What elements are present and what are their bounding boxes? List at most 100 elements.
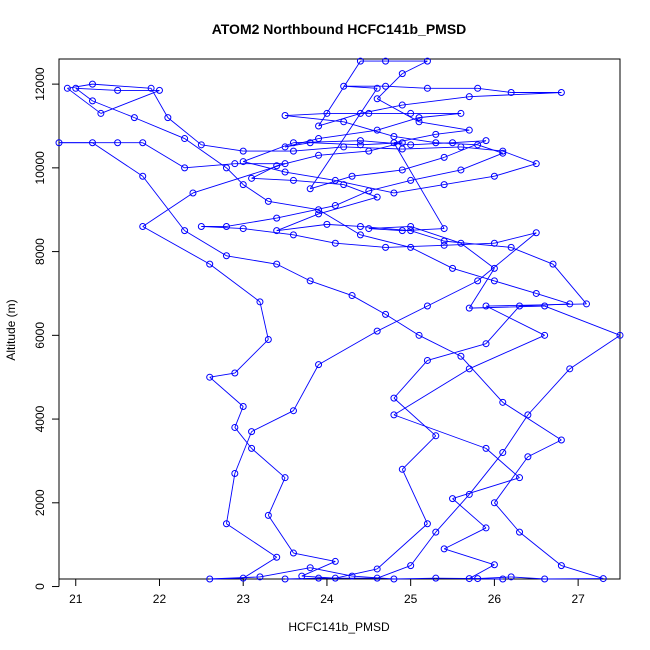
- series-segment: [142, 175, 185, 231]
- data-point: [222, 520, 230, 528]
- series-segment: [402, 146, 461, 150]
- series-segment: [310, 142, 361, 146]
- data-point: [289, 231, 297, 239]
- series-segment: [494, 232, 537, 244]
- data-point: [440, 225, 448, 233]
- x-tick-label: 25: [404, 592, 418, 606]
- data-point: [566, 300, 574, 308]
- series-segment: [376, 305, 428, 332]
- series-segment: [544, 305, 621, 336]
- data-point: [398, 145, 406, 153]
- data-point: [356, 231, 364, 239]
- series-segment: [134, 117, 185, 139]
- data-point: [490, 561, 498, 569]
- data-point: [289, 549, 297, 557]
- series-segment: [251, 448, 286, 479]
- series-segment: [469, 92, 562, 98]
- series-segment: [318, 60, 361, 127]
- series-segment: [226, 255, 277, 265]
- data-point: [239, 574, 247, 582]
- data-point: [181, 227, 189, 235]
- series-segment: [335, 568, 378, 579]
- series-segment: [519, 531, 562, 566]
- data-point: [264, 336, 272, 344]
- data-series: [55, 57, 624, 583]
- data-point: [340, 118, 348, 126]
- data-point: [231, 469, 239, 477]
- series-segment: [468, 268, 495, 309]
- series-segment: [527, 439, 562, 458]
- series-segment: [385, 314, 420, 336]
- data-point: [88, 139, 96, 147]
- series-segment: [469, 334, 545, 370]
- x-tick-label: 27: [571, 592, 585, 606]
- data-point: [181, 135, 189, 143]
- series-segment: [485, 305, 520, 345]
- data-point: [440, 181, 448, 189]
- series-segment: [552, 263, 587, 305]
- data-point: [390, 411, 398, 419]
- series-segment: [343, 146, 403, 150]
- data-point: [281, 143, 289, 151]
- series-segment: [251, 177, 294, 181]
- x-tick-label: 24: [320, 592, 334, 606]
- series-segment: [351, 295, 386, 315]
- data-point: [465, 304, 473, 312]
- data-point: [415, 114, 423, 122]
- data-point: [139, 222, 147, 230]
- data-point: [532, 160, 540, 168]
- series-segment: [502, 150, 537, 165]
- data-point: [415, 331, 423, 339]
- data-point: [63, 84, 71, 92]
- series-segment: [494, 502, 520, 533]
- data-point: [557, 562, 565, 570]
- series-segment: [502, 414, 529, 453]
- series-segment: [318, 196, 378, 215]
- series-segment: [285, 171, 336, 181]
- series-segment: [393, 136, 436, 144]
- data-point: [482, 302, 490, 310]
- series-segment: [226, 217, 277, 227]
- data-point: [130, 114, 138, 122]
- data-point: [181, 164, 189, 172]
- series-segment: [343, 184, 378, 198]
- data-point: [356, 137, 364, 145]
- data-point: [373, 327, 381, 335]
- series-segment: [75, 87, 118, 91]
- data-point: [331, 239, 339, 247]
- series-segment: [293, 140, 361, 144]
- data-point: [365, 187, 373, 195]
- series-segment: [485, 448, 520, 479]
- data-point: [457, 109, 465, 117]
- data-point: [273, 162, 281, 170]
- data-point: [474, 84, 482, 92]
- series-segment: [184, 230, 227, 257]
- data-point: [407, 176, 415, 184]
- series-segment: [510, 246, 554, 265]
- series-segment: [243, 142, 294, 162]
- data-point: [348, 172, 356, 180]
- series-segment: [234, 431, 252, 474]
- data-point: [197, 222, 205, 230]
- series-segment: [402, 156, 445, 171]
- series-segment: [377, 117, 420, 131]
- series-segment: [226, 167, 244, 185]
- series-segment: [468, 452, 504, 495]
- data-point: [407, 141, 415, 149]
- data-point: [432, 528, 440, 536]
- data-point: [524, 411, 532, 419]
- data-point: [306, 564, 314, 572]
- series-segment: [234, 406, 244, 428]
- data-point: [482, 524, 490, 532]
- series-segment: [418, 121, 470, 131]
- series-segment: [393, 184, 445, 194]
- series-segment: [485, 305, 545, 336]
- data-point: [356, 222, 364, 230]
- y-axis-title: Altitude (m): [4, 299, 18, 360]
- series-segment: [502, 401, 562, 441]
- series-segment: [167, 117, 202, 146]
- data-point: [465, 126, 473, 134]
- data-point: [499, 575, 507, 583]
- series-segment: [494, 163, 537, 177]
- data-point: [432, 130, 440, 138]
